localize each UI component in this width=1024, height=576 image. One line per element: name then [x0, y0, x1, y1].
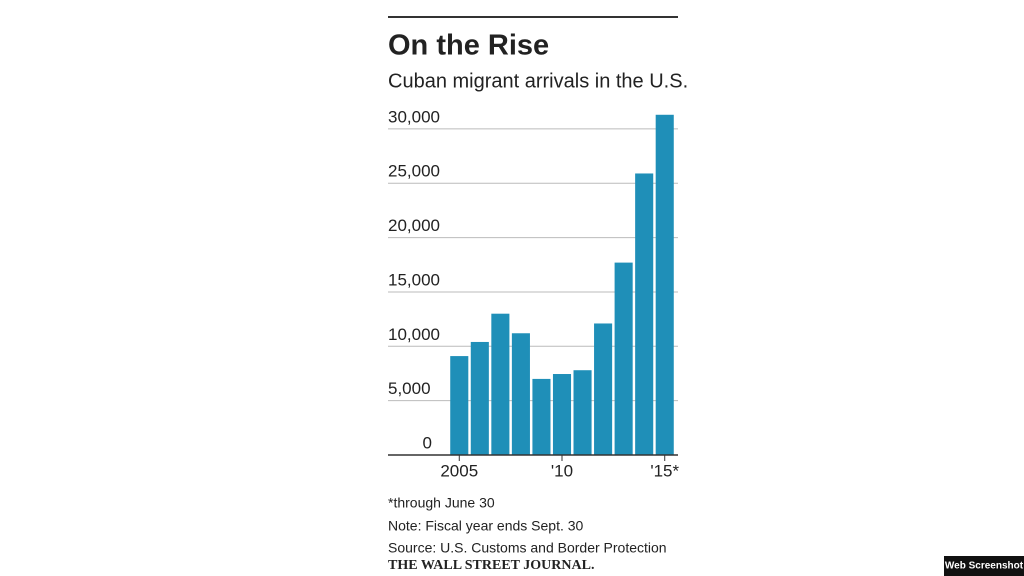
y-tick-label: 10,000 [388, 325, 440, 344]
bar [573, 370, 592, 455]
bar [450, 356, 469, 455]
chart-subtitle: Cuban migrant arrivals in the U.S. [388, 70, 688, 92]
bar [655, 114, 674, 455]
bar [532, 378, 551, 455]
y-tick-label: 30,000 [388, 107, 440, 126]
publisher: THE WALL STREET JOURNAL. [388, 558, 594, 573]
chart-title: On the Rise [388, 30, 549, 62]
bar [552, 374, 572, 455]
bar [511, 333, 530, 455]
bar [491, 313, 510, 455]
badge: Web Screenshot [945, 561, 1024, 572]
y-tick-label: 25,000 [388, 162, 440, 181]
y-tick-label: 15,000 [388, 270, 440, 289]
bar [614, 262, 633, 455]
y-tick-label: 5,000 [388, 379, 431, 398]
bar [594, 323, 613, 455]
note: *through June 30 [388, 495, 495, 511]
note: Note: Fiscal year ends Sept. 30 [388, 518, 584, 534]
bar [470, 341, 489, 455]
x-tick-label: '15* [650, 461, 679, 480]
y-tick-label: 0 [423, 433, 432, 452]
badge-bg [944, 556, 1024, 576]
bar [635, 173, 654, 455]
x-tick-label: 2005 [440, 461, 478, 480]
note: Source: U.S. Customs and Border Protecti… [388, 540, 667, 556]
x-tick-label: '10 [551, 461, 573, 480]
y-tick-label: 20,000 [388, 216, 440, 235]
